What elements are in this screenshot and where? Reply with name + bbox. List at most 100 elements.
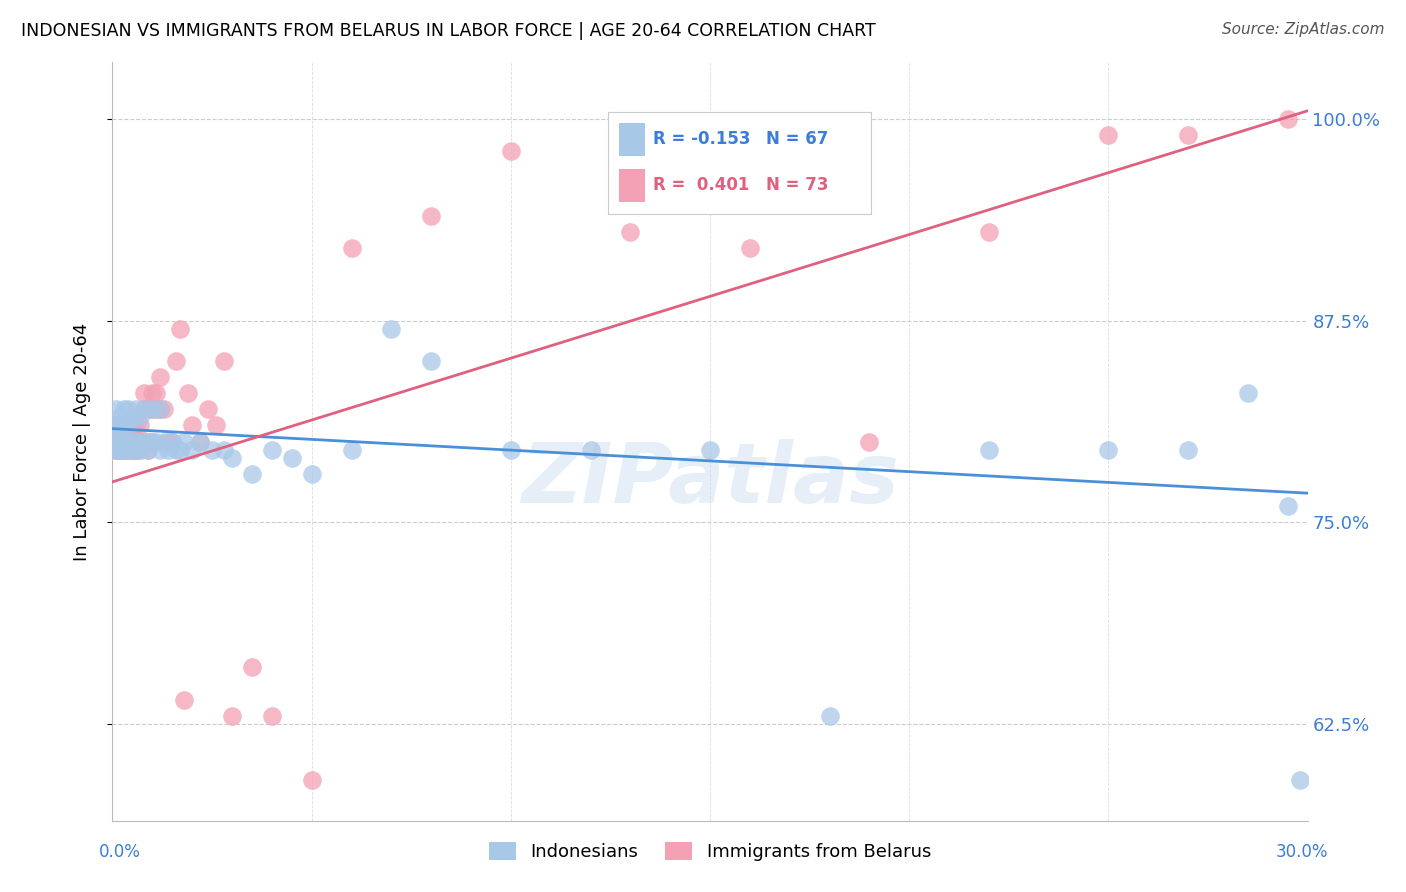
Point — [197, 402, 219, 417]
Point — [162, 434, 183, 449]
Point — [141, 386, 163, 401]
Point — [858, 434, 880, 449]
Point — [165, 442, 187, 457]
Point — [738, 241, 761, 255]
Point — [141, 434, 163, 449]
Point — [221, 708, 243, 723]
Point — [129, 418, 152, 433]
Point — [125, 434, 148, 449]
Point — [420, 354, 443, 368]
Point — [173, 692, 195, 706]
Point — [134, 402, 156, 417]
Point — [977, 225, 1000, 239]
Point — [110, 418, 132, 433]
Point — [129, 410, 152, 425]
Point — [301, 467, 323, 481]
Point — [121, 442, 143, 457]
Point — [110, 418, 132, 433]
Text: Source: ZipAtlas.com: Source: ZipAtlas.com — [1222, 22, 1385, 37]
Point — [1277, 499, 1299, 513]
Point — [260, 708, 283, 723]
Point — [105, 418, 128, 433]
Point — [114, 434, 135, 449]
Point — [149, 370, 172, 384]
Text: 0.0%: 0.0% — [98, 843, 141, 861]
Point — [121, 442, 143, 457]
Point — [117, 442, 139, 457]
Point — [105, 418, 128, 433]
Point — [240, 660, 263, 674]
Point — [499, 442, 522, 457]
Point — [121, 434, 143, 449]
Point — [212, 442, 235, 457]
Point — [121, 434, 143, 449]
Point — [162, 434, 183, 449]
Point — [134, 434, 156, 449]
Point — [240, 467, 263, 481]
Point — [1097, 442, 1119, 457]
Point — [173, 434, 195, 449]
Point — [125, 418, 148, 433]
Point — [114, 434, 135, 449]
Point — [177, 386, 200, 401]
Point — [121, 410, 143, 425]
Point — [181, 442, 204, 457]
Point — [121, 442, 143, 457]
Point — [138, 434, 160, 449]
Point — [1177, 442, 1199, 457]
Point — [114, 418, 135, 433]
Point — [699, 442, 721, 457]
Point — [340, 241, 363, 255]
Point — [301, 773, 323, 788]
Point — [121, 434, 143, 449]
Point — [114, 442, 135, 457]
Point — [499, 144, 522, 158]
Point — [114, 434, 135, 449]
Point — [149, 402, 172, 417]
Point — [141, 402, 163, 417]
Point — [117, 442, 139, 457]
Point — [117, 418, 139, 433]
Point — [260, 442, 283, 457]
Text: INDONESIAN VS IMMIGRANTS FROM BELARUS IN LABOR FORCE | AGE 20-64 CORRELATION CHA: INDONESIAN VS IMMIGRANTS FROM BELARUS IN… — [21, 22, 876, 40]
Point — [1237, 386, 1260, 401]
Point — [110, 434, 132, 449]
Point — [125, 402, 148, 417]
Point — [129, 434, 152, 449]
Point — [114, 434, 135, 449]
Point — [1288, 773, 1310, 788]
Point — [125, 442, 148, 457]
Point — [105, 442, 128, 457]
Point — [579, 442, 602, 457]
Point — [105, 402, 128, 417]
Point — [117, 434, 139, 449]
Point — [153, 402, 176, 417]
Point — [138, 434, 160, 449]
Point — [125, 434, 148, 449]
Point — [169, 321, 191, 335]
Point — [212, 354, 235, 368]
Point — [105, 434, 128, 449]
Text: 30.0%: 30.0% — [1277, 843, 1329, 861]
Point — [129, 442, 152, 457]
Point — [141, 434, 163, 449]
Point — [110, 442, 132, 457]
Point — [129, 434, 152, 449]
Point — [1277, 112, 1299, 126]
Point — [129, 442, 152, 457]
Point — [157, 442, 180, 457]
Point — [818, 708, 841, 723]
Point — [110, 434, 132, 449]
Point — [619, 225, 641, 239]
Point — [1097, 128, 1119, 142]
Point — [157, 434, 180, 449]
Point — [188, 434, 211, 449]
Point — [153, 434, 176, 449]
Point — [188, 434, 211, 449]
Point — [380, 321, 402, 335]
Point — [117, 418, 139, 433]
Point — [110, 442, 132, 457]
Point — [340, 442, 363, 457]
Point — [145, 434, 167, 449]
Point — [221, 450, 243, 465]
